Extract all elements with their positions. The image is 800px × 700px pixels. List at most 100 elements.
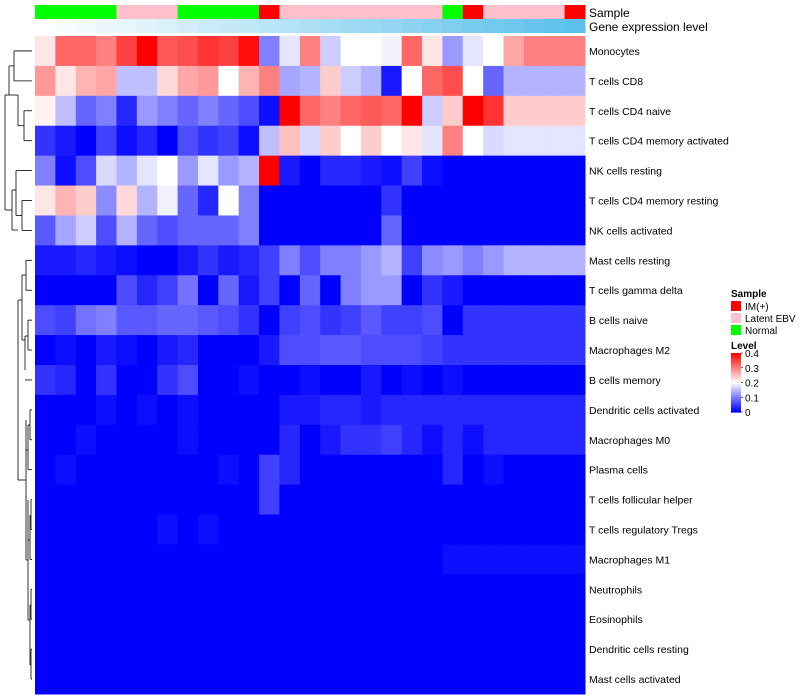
- heatmap-cell: [157, 185, 179, 216]
- heatmap-cell: [35, 305, 56, 336]
- heatmap-cell: [299, 155, 321, 187]
- heatmap-cell: [320, 514, 342, 545]
- gene-expression-cell: [197, 19, 219, 33]
- colorbar-segment: [731, 374, 741, 377]
- heatmap-cell: [177, 185, 199, 216]
- heatmap-cell: [299, 215, 321, 246]
- heatmap-cell: [442, 36, 464, 67]
- heatmap-cell: [75, 634, 97, 665]
- heatmap-cell: [483, 95, 505, 127]
- gene-expression-track-label: Gene expression level: [589, 20, 708, 34]
- heatmap-cell: [360, 454, 382, 486]
- heatmap-cell: [523, 365, 545, 396]
- heatmap-cell: [116, 514, 138, 545]
- heatmap-cell: [35, 65, 56, 97]
- heatmap-cell: [340, 305, 362, 336]
- row-dendrogram: [4, 50, 32, 680]
- heatmap-cell: [55, 245, 77, 276]
- heatmap-cell: [523, 454, 545, 486]
- colorbar-segment: [731, 369, 741, 372]
- heatmap-cell: [381, 604, 403, 635]
- heatmap-cell: [116, 544, 138, 575]
- heatmap-cell: [55, 604, 77, 635]
- heatmap-cell: [462, 335, 484, 366]
- heatmap-cell: [157, 514, 179, 545]
- gene-expression-cell: [259, 19, 280, 33]
- row-labels: Monocytes T cells CD8 T cells CD4 naive T c…: [589, 46, 729, 686]
- heatmap-cell: [422, 125, 443, 157]
- colorbar-segment: [731, 393, 741, 395]
- colorbar-segment: [731, 368, 741, 371]
- row-label: B cells naive: [589, 315, 648, 327]
- heatmap-cell: [96, 574, 117, 605]
- legend-swatch: [731, 301, 741, 311]
- row-label: Macrophages M0: [589, 435, 670, 447]
- heatmap-cell: [218, 275, 240, 306]
- heatmap-cell: [259, 305, 280, 336]
- heatmap-cell: [381, 95, 403, 127]
- heatmap-cell: [401, 634, 423, 665]
- colorbar-segment: [731, 396, 741, 398]
- sample-cell: [360, 5, 382, 19]
- heatmap-cell: [462, 185, 484, 216]
- heatmap-cell: [422, 335, 443, 366]
- heatmap-cell: [523, 335, 545, 366]
- heatmap-cell: [340, 65, 362, 97]
- heatmap-cell: [462, 305, 484, 336]
- heatmap-cell: [340, 424, 362, 456]
- heatmap-cell: [116, 394, 138, 426]
- heatmap-cell: [197, 36, 219, 67]
- heatmap-cell: [442, 454, 464, 486]
- colorbar-tick-label: 0.3: [745, 364, 759, 375]
- heatmap-cell: [75, 394, 97, 426]
- heatmap-cell: [483, 275, 505, 306]
- heatmap-cell: [116, 365, 138, 396]
- heatmap-cell: [503, 454, 525, 486]
- heatmap-cell: [340, 185, 362, 216]
- heatmap-cell: [360, 574, 382, 605]
- heatmap-cell: [299, 484, 321, 516]
- heatmap-cell: [564, 95, 586, 127]
- gene-expression-cell: [381, 19, 403, 33]
- heatmap-cell: [197, 215, 219, 246]
- heatmap-cell: [116, 275, 138, 306]
- heatmap-cell: [523, 65, 545, 97]
- heatmap-cell: [564, 514, 586, 545]
- colorbar-segment: [731, 395, 741, 397]
- gene-expression-cell: [116, 19, 138, 33]
- heatmap-cell: [35, 574, 56, 605]
- heatmap-cell: [360, 604, 382, 635]
- heatmap-cell: [503, 36, 525, 67]
- heatmap-cell: [177, 245, 199, 276]
- heatmap-cell: [462, 365, 484, 396]
- colorbar-segment: [731, 363, 741, 366]
- legend-swatch: [731, 325, 741, 335]
- row-label: T cells CD4 memory resting: [589, 196, 718, 208]
- heatmap-cell: [483, 245, 505, 276]
- colorbar-segment: [731, 376, 741, 379]
- heatmap-cell: [299, 634, 321, 665]
- heatmap-cell: [218, 484, 240, 516]
- heatmap-cell: [75, 574, 97, 605]
- heatmap-cell: [340, 514, 362, 545]
- heatmap-cell: [136, 335, 158, 366]
- heatmap-cell: [279, 335, 301, 366]
- heatmap-cell: [259, 335, 280, 366]
- colorbar-segment: [731, 397, 741, 399]
- heatmap-cell: [360, 215, 382, 246]
- heatmap-cell: [401, 424, 423, 456]
- heatmap-cell: [401, 245, 423, 276]
- heatmap-cell: [55, 514, 77, 545]
- heatmap-cell: [360, 245, 382, 276]
- heatmap-cell: [462, 125, 484, 157]
- heatmap-cell: [177, 604, 199, 635]
- heatmap-cell: [523, 305, 545, 336]
- colorbar-segment: [731, 379, 741, 382]
- heatmap-cell: [401, 125, 423, 157]
- row-label: Plasma cells: [589, 465, 648, 477]
- heatmap-cell: [116, 664, 138, 695]
- heatmap-cell: [238, 215, 260, 246]
- heatmap-cell: [483, 365, 505, 396]
- heatmap-cell: [177, 574, 199, 605]
